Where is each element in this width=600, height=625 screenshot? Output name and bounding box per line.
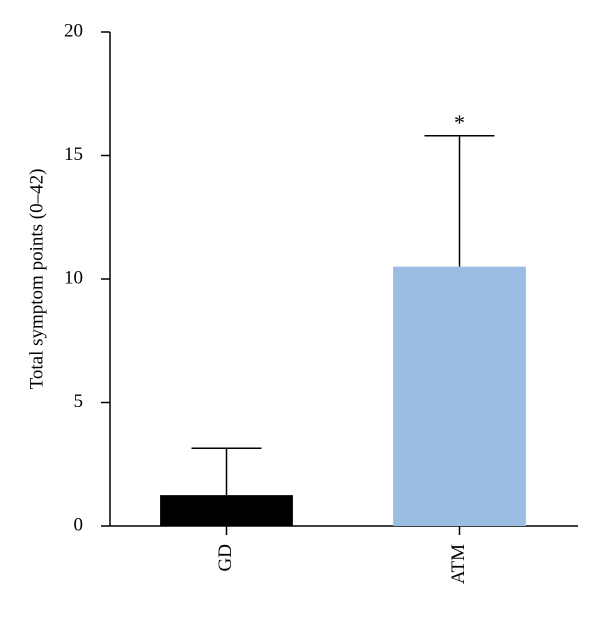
x-tick-label: ATM bbox=[448, 544, 469, 584]
y-tick-label: 15 bbox=[64, 144, 83, 165]
y-tick-label: 0 bbox=[74, 514, 84, 535]
y-axis-label: Total symptom points (0–42) bbox=[26, 169, 47, 390]
y-tick-label: 5 bbox=[74, 391, 84, 412]
bar bbox=[393, 266, 526, 526]
y-tick-label: 10 bbox=[64, 267, 83, 288]
annotation: * bbox=[454, 110, 465, 135]
y-tick-label: 20 bbox=[64, 20, 83, 41]
x-tick-label: GD bbox=[215, 544, 236, 571]
bar bbox=[160, 495, 293, 526]
